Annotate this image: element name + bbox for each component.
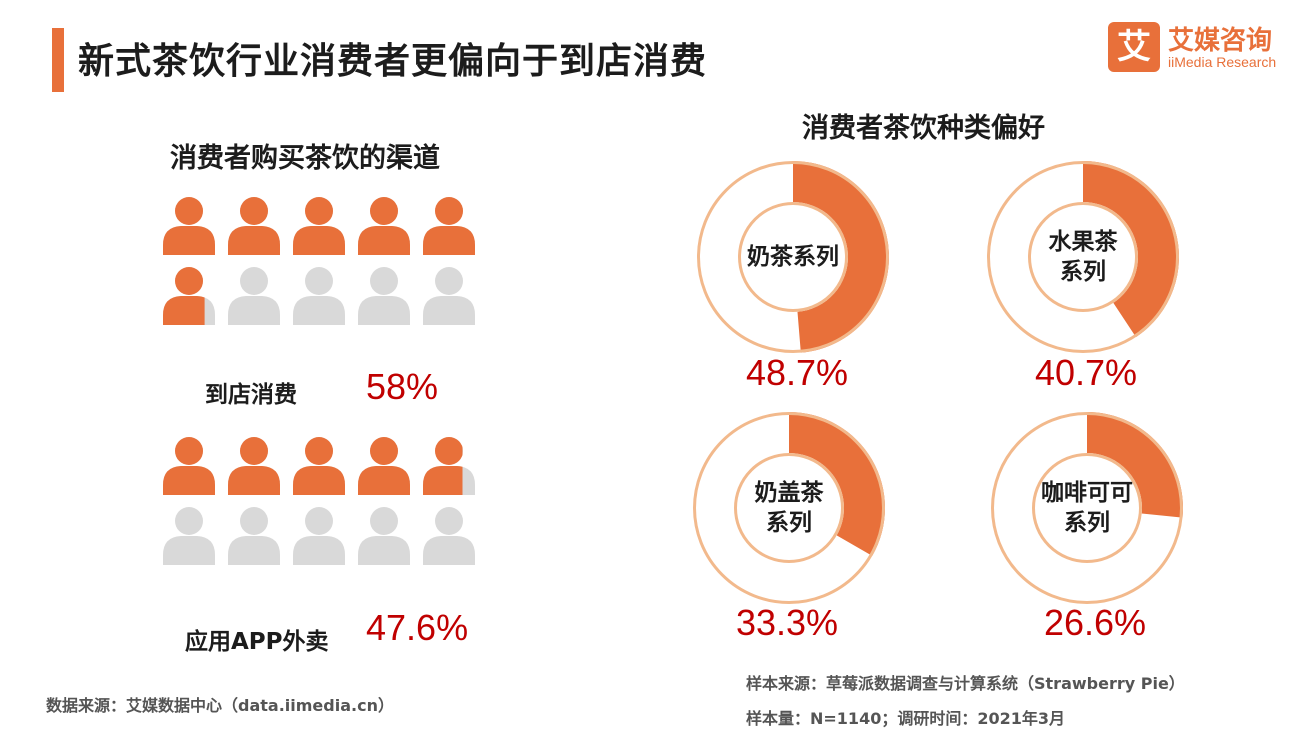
sample-size-note: 样本量：N=1140；调研时间：2021年3月: [746, 709, 1065, 728]
person-icon: [228, 505, 280, 565]
channel-label: 应用APP外卖: [185, 629, 329, 655]
person-icon: [423, 265, 475, 325]
person-icon: [293, 435, 345, 495]
channels-title: 消费者购买茶饮的渠道: [170, 143, 440, 174]
person-icon: [228, 265, 280, 325]
logo-name-cn: 艾媒咨询: [1168, 26, 1273, 56]
person-icon: [423, 435, 475, 495]
preference-donut: 奶茶系列: [693, 157, 893, 357]
donut-value-label: 48.7%: [745, 352, 849, 393]
donut-value-label: 40.7%: [1034, 352, 1138, 393]
donut-value-label: 26.6%: [1043, 602, 1147, 643]
person-icon: [358, 505, 410, 565]
person-icon: [423, 195, 475, 255]
person-icon: [293, 195, 345, 255]
person-icon: [423, 505, 475, 565]
donut-value-label: 33.3%: [735, 602, 839, 643]
donut-category-label: 水果茶 系列: [1048, 229, 1118, 285]
preferences-title: 消费者茶饮种类偏好: [802, 113, 1045, 144]
person-icon: [293, 265, 345, 325]
preference-donut: 奶盖茶 系列: [689, 408, 889, 608]
person-icon: [358, 265, 410, 325]
preference-donut: 水果茶 系列: [983, 157, 1183, 357]
preference-donut: 咖啡可可 系列: [987, 408, 1187, 608]
channel-value: 47.6%: [366, 607, 469, 648]
logo-mark: 艾: [1108, 22, 1160, 72]
person-icon: [228, 195, 280, 255]
person-icon: [358, 195, 410, 255]
donut-category-label: 奶盖茶 系列: [754, 480, 824, 536]
title-accent-bar: [52, 28, 64, 92]
logo-name-en: iiMedia Research: [1168, 54, 1277, 70]
donut-category-label: 咖啡可可 系列: [1041, 480, 1133, 536]
channel-label: 到店消费: [205, 382, 297, 408]
page-title: 新式茶饮行业消费者更偏向于到店消费: [78, 41, 708, 82]
person-icon: [163, 435, 215, 495]
person-icon: [358, 435, 410, 495]
brand-logo: 艾 艾媒咨询 iiMedia Research: [1108, 20, 1288, 76]
donut-slice: [1083, 161, 1179, 338]
person-icon: [163, 195, 215, 255]
person-icon: [163, 265, 215, 325]
sample-source-note: 样本来源：草莓派数据调查与计算系统（Strawberry Pie）: [746, 674, 1185, 693]
donut-slice: [1087, 412, 1183, 518]
donut-category-label: 奶茶系列: [747, 244, 839, 270]
donut-slice: [793, 161, 890, 353]
person-icon: [228, 435, 280, 495]
channel-value: 58%: [366, 366, 439, 407]
person-icon: [163, 505, 215, 565]
data-source-note: 数据来源：艾媒数据中心（data.iimedia.cn）: [46, 696, 394, 715]
person-icon: [293, 505, 345, 565]
